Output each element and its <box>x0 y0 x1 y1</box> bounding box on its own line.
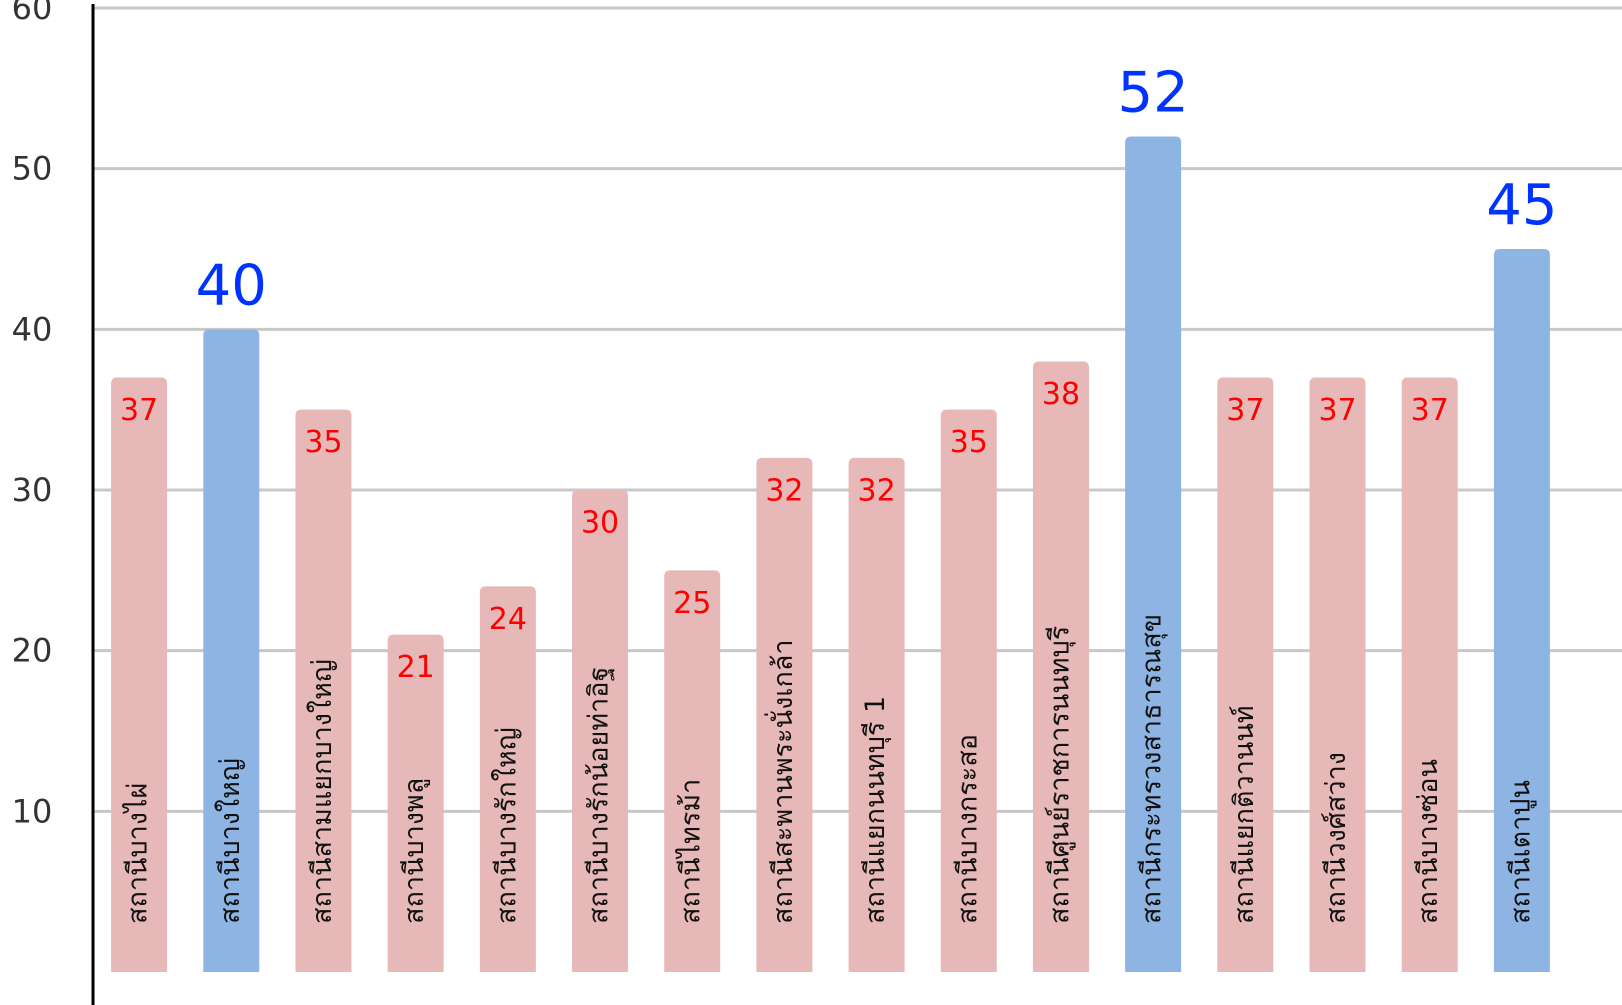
category-label: สถานีบางรักใหญ่ <box>490 727 522 924</box>
y-tick-label: 30 <box>12 471 53 509</box>
value-label: 24 <box>489 602 527 637</box>
category-label: สถานีกระทรวงสาธารณสุข <box>1137 614 1169 924</box>
category-label: สถานีเตาปูน <box>1505 780 1536 924</box>
category-label: สถานีบางไผ่ <box>123 783 154 924</box>
category-label: สถานีบางพลู <box>399 778 430 924</box>
value-label: 40 <box>196 253 267 318</box>
y-tick-label: 50 <box>12 150 53 188</box>
chart: 10 20 30 40 50 60 37 สถานีบางไผ่ 40 สถานีบางใหญ่ 3… <box>0 0 1622 1005</box>
value-label: 21 <box>397 650 435 685</box>
category-label: สถานีบางใหญ่ <box>214 758 246 924</box>
category-label: สถานีบางซ่อน <box>1413 759 1444 924</box>
value-label: 45 <box>1486 173 1557 238</box>
value-label: 37 <box>1226 393 1264 428</box>
value-label: 37 <box>120 393 158 428</box>
y-tick-label: 40 <box>12 310 53 348</box>
category-label: สถานีสะพานพระนั่งเกล้า <box>764 639 799 924</box>
value-label: 35 <box>304 425 342 460</box>
category-label: สถานีบางกระสอ <box>952 734 983 924</box>
value-label: 37 <box>1318 393 1356 428</box>
value-label: 25 <box>673 586 711 621</box>
y-tick-label: 60 <box>12 0 53 27</box>
y-tick-label: 20 <box>12 632 53 670</box>
y-tick-label: 10 <box>12 792 53 830</box>
category-label: สถานีไทรม้า <box>676 779 707 924</box>
value-label: 32 <box>765 473 803 508</box>
value-label: 32 <box>858 473 896 508</box>
category-label: สถานีวงศ์สว่าง <box>1320 752 1352 924</box>
category-label: สถานีสามแยกบางใหญ่ <box>306 659 338 924</box>
category-label: สถานีศูนย์ราชการนนทบุรี <box>1043 626 1076 924</box>
category-label: สถานีบางรักน้อยท่าอิฐ <box>584 667 615 924</box>
value-label: 30 <box>581 506 619 541</box>
category-label: สถานีแยกติวานนท์ <box>1228 705 1260 924</box>
value-label: 37 <box>1411 393 1449 428</box>
value-label: 35 <box>950 425 988 460</box>
value-label: 38 <box>1042 377 1080 412</box>
value-label: 52 <box>1118 61 1189 126</box>
category-label: สถานีแยกนนทบุรี 1 <box>860 696 892 924</box>
